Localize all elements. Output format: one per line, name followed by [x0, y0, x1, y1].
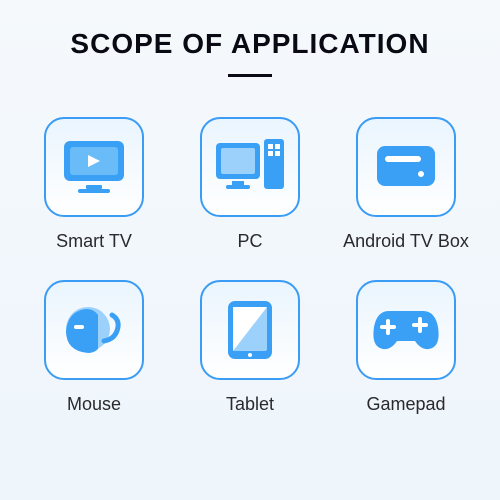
tvbox-icon — [356, 117, 456, 217]
item-mouse: Mouse — [44, 280, 144, 415]
label-smart-tv: Smart TV — [56, 231, 132, 252]
label-gamepad: Gamepad — [366, 394, 445, 415]
label-pc: PC — [237, 231, 262, 252]
item-smart-tv: Smart TV — [44, 117, 144, 252]
pc-icon — [200, 117, 300, 217]
item-pc: PC — [200, 117, 300, 252]
device-grid: Smart TV PC Andr — [30, 117, 470, 415]
mouse-icon — [44, 280, 144, 380]
item-android-tv-box: Android TV Box — [343, 117, 469, 252]
label-mouse: Mouse — [67, 394, 121, 415]
title-divider — [228, 74, 272, 77]
label-android-tv-box: Android TV Box — [343, 231, 469, 252]
tablet-icon — [200, 280, 300, 380]
page-title: SCOPE OF APPLICATION — [30, 28, 470, 60]
item-gamepad: Gamepad — [356, 280, 456, 415]
label-tablet: Tablet — [226, 394, 274, 415]
item-tablet: Tablet — [200, 280, 300, 415]
tv-icon — [44, 117, 144, 217]
gamepad-icon — [356, 280, 456, 380]
